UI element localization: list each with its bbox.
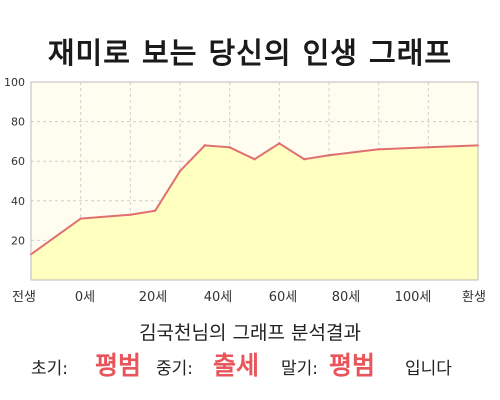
plot-border	[30, 81, 479, 281]
x-tick-label: 100세	[395, 290, 432, 305]
y-tick-label: 100	[4, 76, 25, 89]
x-tick-label: 환생	[462, 290, 486, 305]
data-point	[427, 146, 430, 149]
result-summary: 초기: 평범 중기: 출세 말기: 평범 입니다	[0, 346, 500, 380]
data-point	[79, 217, 82, 220]
data-point	[153, 209, 157, 212]
x-tick-label: 60세	[269, 290, 298, 305]
result-title: 김국천님의 그래프 분석결과	[139, 322, 361, 344]
page-title: 재미로 보는 당신의 인생 그래프	[47, 36, 453, 70]
x-tick-label: 0세	[75, 290, 95, 305]
data-point	[228, 146, 231, 149]
mid-label: 중기:	[156, 359, 194, 379]
data-point	[377, 148, 380, 151]
data-point	[203, 144, 207, 147]
data-point	[302, 158, 306, 161]
y-tick-label: 80	[11, 116, 25, 129]
x-tick-label: 80세	[332, 290, 361, 305]
data-point	[253, 158, 256, 161]
y-tick-label: 20	[11, 234, 25, 247]
mid-value: 출세	[213, 351, 260, 380]
x-tick-label: 20세	[139, 290, 168, 305]
late-label: 말기:	[281, 359, 319, 379]
y-tick-label: 60	[11, 155, 25, 168]
early-value: 평범	[95, 351, 142, 380]
data-point	[129, 213, 132, 216]
plot-area: 20 40 60 80 100 전생 0세 20세 40세 60세 80세 100세 환생	[4, 76, 486, 305]
y-tick-label: 40	[11, 195, 25, 208]
area-fill	[31, 143, 478, 280]
data-point	[327, 154, 331, 157]
late-value: 평범	[329, 351, 376, 380]
data-point	[178, 169, 182, 173]
x-tick-label: 전생	[12, 290, 36, 305]
data-point	[278, 142, 281, 145]
result-suffix: 입니다	[405, 359, 452, 379]
series-line	[30, 142, 479, 256]
x-tick-label: 40세	[204, 290, 233, 305]
early-label: 초기:	[31, 359, 69, 379]
